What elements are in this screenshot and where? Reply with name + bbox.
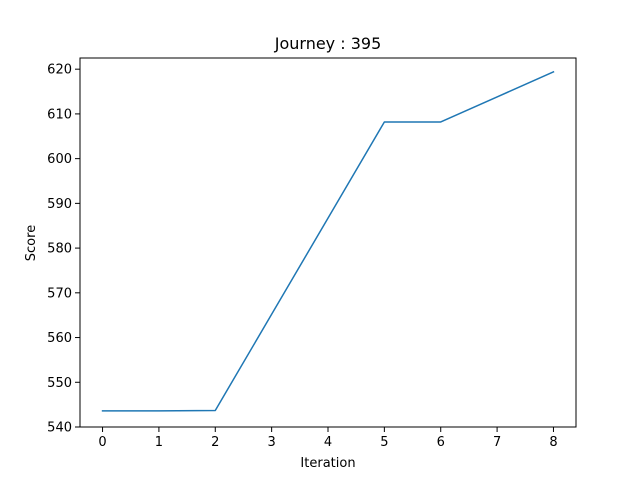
series-line — [101, 70, 555, 412]
x-tick-label: 4 — [324, 435, 332, 450]
x-tick-label: 6 — [437, 435, 445, 450]
axes-frame — [79, 57, 577, 428]
chart-title: Journey : 395 — [274, 34, 382, 53]
x-tick-label: 2 — [211, 435, 219, 450]
x-tick-label: 3 — [267, 435, 275, 450]
x-tick-label: 7 — [493, 435, 501, 450]
y-tick-label: 570 — [47, 286, 72, 301]
x-tick-label: 0 — [98, 435, 106, 450]
plot-area: 0 1 2 3 4 5 6 7 8 540 550 560 570 580 590 600 610 620 — [47, 57, 577, 450]
y-tick-label: 600 — [47, 152, 72, 167]
y-tick-label: 610 — [47, 107, 72, 122]
x-axis-label: Iteration — [300, 456, 355, 471]
y-tick-label: 560 — [47, 331, 72, 346]
y-tick-label: 550 — [47, 376, 72, 391]
y-tick-label: 590 — [47, 197, 72, 212]
x-axis-ticks: 0 1 2 3 4 5 6 7 8 — [98, 427, 558, 450]
y-axis-label: Score — [24, 225, 39, 261]
x-tick-label: 8 — [549, 435, 557, 450]
x-tick-label: 1 — [155, 435, 163, 450]
y-tick-label: 620 — [47, 63, 72, 78]
y-tick-label: 540 — [47, 421, 72, 436]
x-tick-label: 5 — [380, 435, 388, 450]
y-tick-label: 580 — [47, 242, 72, 257]
series-layer — [101, 70, 555, 412]
y-axis-ticks: 540 550 560 570 580 590 600 610 620 — [47, 63, 80, 436]
